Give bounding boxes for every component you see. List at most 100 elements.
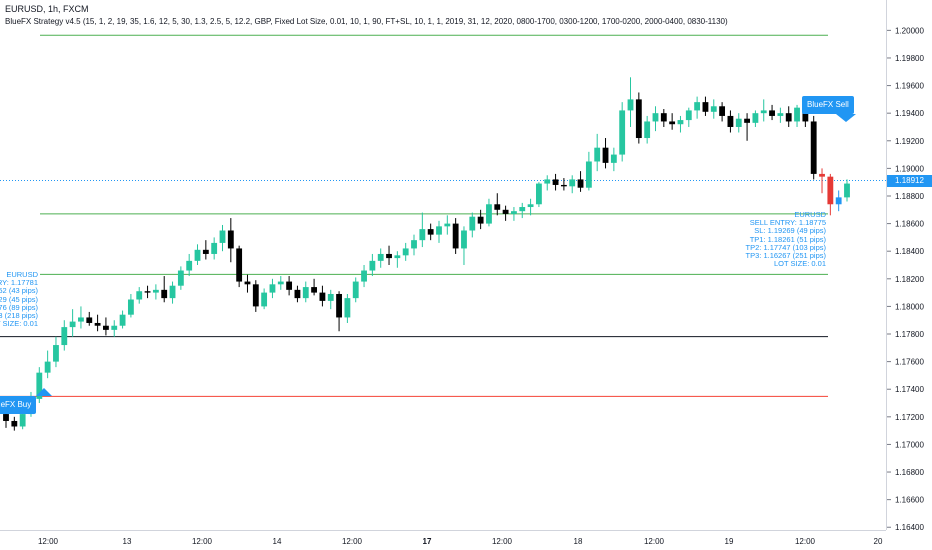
time-axis-ticks: 12:00 13 12:00 14 12:00 17 12:00 18 12:00 19 12:00… — [38, 537, 883, 546]
y-tick-label: 1.18000 — [895, 302, 924, 311]
candle-body — [610, 154, 617, 163]
plot-area[interactable]: EURUSD, 1h, FXCM BlueFX Strategy v4.5 (1… — [0, 0, 886, 530]
x-tick-label: 12:00 — [492, 537, 513, 546]
candle-body — [3, 414, 9, 421]
y-tick-label: 1.18600 — [895, 220, 924, 229]
candle-body — [244, 281, 251, 285]
candle-body — [411, 240, 417, 249]
candle-body — [311, 287, 318, 293]
y-tick-label: 1.19600 — [895, 82, 924, 91]
candle-body — [477, 216, 484, 224]
candle-body — [219, 230, 226, 243]
y-tick-label: 1.18200 — [895, 275, 924, 284]
info-line: SL: 1.19269 (49 pips) — [754, 226, 826, 236]
candle-body — [427, 229, 434, 235]
candle-body — [669, 121, 676, 125]
candle-body — [327, 293, 334, 301]
x-tick-label: 12:00 — [342, 537, 363, 546]
candle-body — [369, 260, 376, 271]
candle-body — [560, 184, 567, 187]
candle-body — [569, 179, 576, 187]
candle-body — [544, 179, 551, 184]
candle-body — [294, 289, 301, 299]
candle-body — [627, 99, 634, 111]
candle-body — [44, 361, 51, 373]
candle-body — [236, 248, 243, 282]
candle-body — [819, 173, 825, 177]
y-tick-label: 1.17200 — [895, 413, 924, 422]
y-tick-label: 1.16400 — [895, 523, 924, 530]
candle-body — [194, 249, 201, 261]
candle-body — [710, 106, 717, 112]
chart-title: EURUSD, 1h, FXCM — [5, 4, 89, 14]
candle-body — [677, 120, 684, 125]
info-line: TP3: 1.19963 (218 pips) — [0, 311, 38, 321]
candle-body — [502, 209, 509, 214]
candle-body — [511, 211, 517, 214]
x-tick-label: 17 — [423, 537, 432, 546]
x-tick-label: 19 — [725, 537, 734, 546]
y-tick-label: 1.19800 — [895, 54, 924, 63]
candle-body — [261, 292, 268, 307]
candle-body — [277, 281, 284, 285]
info-line: TP3: 1.16267 (251 pips) — [745, 251, 826, 261]
info-line: TP1: 1.18229 (45 pips) — [0, 294, 38, 304]
candle-body — [685, 110, 692, 121]
candle-body — [644, 121, 651, 139]
last-price-tag: 1.18912 — [887, 174, 932, 187]
candle-body — [11, 420, 18, 427]
y-tick-label: 1.19200 — [895, 137, 924, 146]
candle-body — [119, 314, 126, 326]
candle-body — [652, 113, 659, 122]
x-tick-label: 18 — [574, 537, 583, 546]
buy-arrow-marker — [36, 388, 52, 396]
y-tick-label: 1.20000 — [895, 26, 924, 35]
candle-body — [619, 110, 626, 155]
price-axis[interactable]: 1.20000 1.19800 1.19600 1.19400 1.19200 1.190… — [886, 0, 932, 532]
y-tick-label: 1.17600 — [895, 358, 924, 367]
candlestick-plot — [0, 34, 886, 431]
buy-info-block: EURUSDENTRY: 1.17781SL: 1.17352 (43 pips… — [0, 270, 38, 328]
x-tick-label: 12:00 — [644, 537, 665, 546]
candle-body — [169, 285, 176, 299]
y-tick-label: 1.18400 — [895, 247, 924, 256]
candle-body — [519, 207, 526, 212]
y-tick-label: 1.19400 — [895, 109, 924, 118]
sell-signal-label: BlueFX Sell — [802, 96, 854, 114]
candle-body — [111, 325, 118, 330]
x-tick-label: 12:00 — [192, 537, 213, 546]
candle-body — [835, 197, 842, 205]
candle-body — [211, 242, 218, 254]
candle-body — [202, 249, 209, 254]
candle-body — [127, 299, 134, 315]
price-axis-ticks: 1.20000 1.19800 1.19600 1.19400 1.19200 1.190… — [887, 26, 924, 532]
candle-body — [452, 223, 459, 249]
info-line: TP2: 1.18676 (89 pips) — [0, 302, 38, 312]
candle-body — [777, 113, 784, 116]
candle-body — [69, 321, 76, 328]
candle-body — [361, 270, 367, 282]
candle-body — [494, 204, 501, 210]
time-axis[interactable]: 12:00 13 12:00 14 12:00 17 12:00 18 12:00 19 12:00… — [0, 530, 886, 550]
candle-body — [386, 253, 392, 259]
candle-body — [103, 325, 109, 330]
candle-body — [694, 102, 701, 111]
info-line: LOT SIZE: 0.01 — [774, 259, 826, 269]
sell-arrow-marker — [836, 114, 856, 122]
candle-body — [436, 226, 442, 235]
candle-body — [444, 223, 451, 227]
y-tick-label: 1.18800 — [895, 192, 924, 201]
candle-body — [535, 183, 542, 205]
candle-body — [161, 289, 168, 299]
candle-body — [53, 345, 59, 362]
candle-body — [19, 414, 26, 427]
x-tick-label: 13 — [123, 537, 132, 546]
candle-body — [302, 287, 309, 299]
candle-body — [152, 289, 159, 293]
info-line: EURUSD — [6, 270, 38, 279]
candle-body — [186, 260, 193, 271]
candle-body — [794, 107, 800, 122]
candle-body — [727, 115, 734, 127]
candle-body — [719, 106, 726, 116]
candle-body — [744, 118, 750, 123]
